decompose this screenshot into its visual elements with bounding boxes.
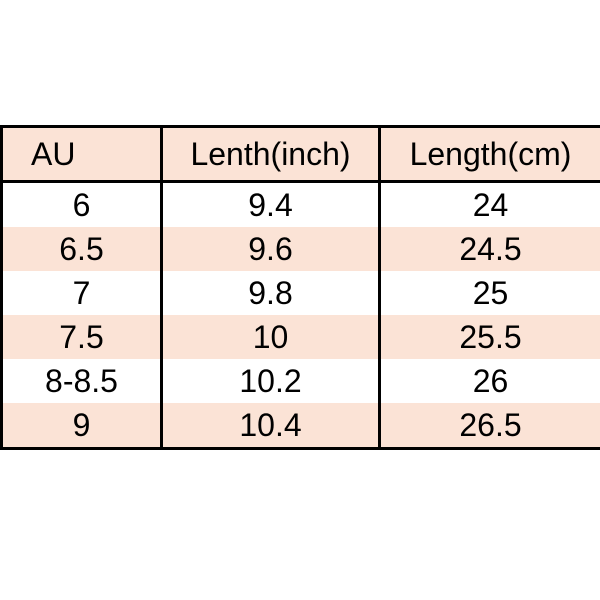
table-row: 6 9.4 24 — [2, 182, 600, 228]
cell-au: 9 — [2, 403, 162, 449]
table-row: 7.5 10 25.5 — [2, 315, 600, 359]
table-header-row: AU Lenth(inch) Length(cm) — [2, 127, 600, 182]
cell-cm: 25 — [380, 271, 600, 315]
size-chart-table: AU Lenth(inch) Length(cm) 6 9.4 24 6.5 9… — [0, 125, 600, 450]
cell-au: 8-8.5 — [2, 359, 162, 403]
col-header-length-cm: Length(cm) — [380, 127, 600, 182]
cell-au: 6 — [2, 182, 162, 228]
col-header-length-inch: Lenth(inch) — [162, 127, 380, 182]
cell-inch: 10 — [162, 315, 380, 359]
col-header-au: AU — [2, 127, 162, 182]
cell-cm: 24.5 — [380, 227, 600, 271]
table-row: 6.5 9.6 24.5 — [2, 227, 600, 271]
cell-cm: 25.5 — [380, 315, 600, 359]
cell-inch: 9.4 — [162, 182, 380, 228]
cell-inch: 9.8 — [162, 271, 380, 315]
table-row: 9 10.4 26.5 — [2, 403, 600, 449]
cell-au: 7 — [2, 271, 162, 315]
cell-au: 6.5 — [2, 227, 162, 271]
table-row: 7 9.8 25 — [2, 271, 600, 315]
cell-cm: 26 — [380, 359, 600, 403]
cell-au: 7.5 — [2, 315, 162, 359]
cell-inch: 10.4 — [162, 403, 380, 449]
size-chart-container: { "table": { "type": "table", "columns":… — [0, 0, 600, 600]
cell-cm: 26.5 — [380, 403, 600, 449]
cell-inch: 10.2 — [162, 359, 380, 403]
cell-inch: 9.6 — [162, 227, 380, 271]
table-row: 8-8.5 10.2 26 — [2, 359, 600, 403]
cell-cm: 24 — [380, 182, 600, 228]
